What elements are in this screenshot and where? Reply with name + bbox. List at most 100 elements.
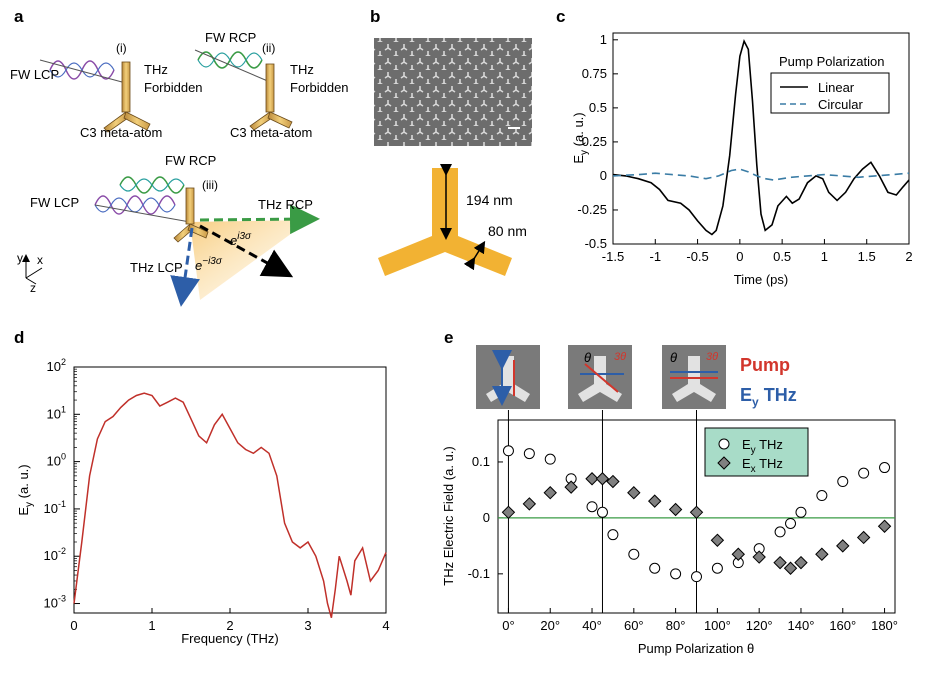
thz-lcp-arrow (170, 227, 200, 307)
legend-label-circular: Circular (818, 97, 863, 112)
plot-e-xtick-label: 0° (502, 618, 514, 633)
panel-letter-d: d (14, 328, 24, 347)
panel-e: e θ 3θ θ 3θ Pump Ey THz 0° 20° 40° 60° 80° 10… (441, 328, 898, 656)
plot-d-xtick-label: 2 (226, 618, 233, 633)
panel-letter-c: c (556, 7, 565, 26)
label-axis-z: z (30, 281, 36, 295)
plot-e-point-ey (774, 526, 786, 538)
plot-e-point-ex (773, 555, 787, 570)
plot-e-point-ey (628, 548, 640, 560)
plot-e-point-ex (543, 486, 557, 500)
plot-c-xtick-label: 1.5 (858, 249, 876, 264)
label-thz-rcp: THz RCP (258, 197, 313, 212)
plot-e-point-ey (586, 501, 598, 513)
meta-atom-iii-icon (173, 187, 209, 243)
legend-marker-ey (718, 438, 730, 450)
plot-e-point-ey (544, 453, 556, 465)
label-forbidden-ii: Forbidden (290, 80, 349, 95)
panel-a: a FW LCP (i) THz Forbidden C3 meta-atom … (10, 7, 349, 307)
inset-rot-90: 3θ (706, 351, 718, 363)
label-phase-pos: ei3σ (230, 231, 252, 248)
plot-e-xtick-label: 120° (746, 618, 773, 633)
plot-c-ytick-label: -0.5 (585, 236, 607, 251)
panel-c: c -1.5 -1 -0.5 0 0.5 1 1.5 2 -0.5 -0.25 0 0.25 0.5 0.… (556, 7, 913, 287)
plot-d-series (73, 392, 387, 618)
inset-theta-90: θ (670, 350, 677, 365)
plot-e-point-ex (836, 539, 850, 553)
plot-d-ytick-label: 100 (47, 452, 66, 469)
plot-e-point-ex (585, 472, 599, 486)
plot-e-point-ex (783, 561, 798, 575)
plot-c-series-circular (612, 168, 910, 181)
label-tag-ii: (ii) (262, 41, 275, 55)
plot-c-xtick-label: 1 (821, 249, 828, 264)
label-fw-rcp-iii: FW RCP (165, 153, 216, 168)
legend-label-ex: Ex THz (742, 456, 783, 475)
plot-e-point-ex (877, 519, 892, 533)
plot-e-xtick-label: 40° (582, 618, 602, 633)
inset-0-icon (476, 345, 540, 409)
plot-e-xtick-label: 180° (871, 618, 898, 633)
label-dim-arm-width: 80 nm (488, 223, 527, 239)
plot-e-point-ex (689, 505, 704, 520)
plot-e-point-ey (596, 506, 608, 518)
plot-e-xtick-label: 160° (829, 618, 856, 633)
wave-pair-iii-icon (94, 176, 191, 223)
plot-d-ticks: 0 1 2 3 4 10-3 10-2 10-1 100 101 102 (44, 357, 390, 633)
plot-e-point-ey (502, 445, 514, 457)
plot-c-legend-title: Pump Polarization (779, 54, 885, 69)
label-meta-atom-i: C3 meta-atom (80, 125, 162, 140)
plot-c-ylabel: Ey (a. u.) (571, 112, 590, 163)
label-fw-lcp-iii: FW LCP (30, 195, 79, 210)
plot-c-ytick-label: -0.25 (577, 202, 607, 217)
plot-c-xtick-label: 2 (905, 249, 912, 264)
panel-letter-e: e (444, 328, 453, 347)
sem-image (374, 38, 532, 146)
plot-e-ticks: 0° 20° 40° 60° 80° 100° 120° 140° 160° 180° -0.1 0 0… (468, 454, 898, 633)
plot-c-xtick-label: -1 (650, 249, 662, 264)
plot-e-point-ex (595, 472, 610, 486)
axes-glyph-icon (22, 254, 43, 285)
inset-45-icon (568, 345, 632, 409)
plot-e-point-ey (816, 490, 828, 502)
plot-c-ytick-label: 0.75 (582, 66, 607, 81)
thz-forward-arrow (199, 224, 294, 278)
legend-label-ey: Ey THz (742, 437, 783, 456)
plot-c-frame (612, 32, 910, 245)
plot-c-series-linear (612, 39, 910, 236)
plot-e-point-ey (858, 467, 870, 479)
label-pump: Pump (740, 355, 790, 375)
plot-d-xtick-label: 1 (148, 618, 155, 633)
plot-e-point-ex (752, 550, 766, 564)
inset-90-icon (662, 345, 726, 409)
plot-d-xtick-label: 4 (382, 618, 389, 633)
plot-e-point-ey (691, 571, 702, 583)
plot-e-point-ex (794, 555, 808, 570)
label-thz-ii: THz (290, 62, 314, 77)
plot-d-ytick-label: 10-2 (44, 546, 66, 563)
plot-c-xtick-label: 0.5 (773, 249, 791, 264)
plot-c-series (612, 39, 910, 236)
panel-b: b 194 nm 80 nm (370, 7, 532, 276)
plot-e-ytick-label: 0 (483, 510, 490, 525)
inset-theta-45: θ (584, 350, 591, 365)
plot-c-ytick-label: 1 (600, 32, 607, 47)
legend-label-linear: Linear (818, 80, 855, 95)
plot-e-point-ey (649, 562, 661, 574)
plot-d-xtick-label: 0 (70, 618, 77, 633)
plot-c-ytick-label: 0.25 (582, 134, 607, 149)
label-thz-i: THz (144, 62, 168, 77)
label-axis-y: y (17, 251, 23, 265)
plot-e-point-ex (522, 497, 537, 511)
wave-rcp-ii-icon (194, 49, 271, 83)
plot-e-xtick-label: 20° (540, 618, 560, 633)
label-phase-neg: e−i3σ (195, 256, 223, 273)
label-ey-thz: Ey THz (740, 385, 797, 409)
plot-c-ticks: -1.5 -1 -0.5 0 0.5 1 1.5 2 -0.5 -0.25 0 0.25 0.5 0.75… (577, 32, 912, 264)
label-tag-iii: (iii) (202, 178, 218, 192)
label-dim-arm-length: 194 nm (466, 192, 513, 208)
thz-cone-icon (190, 220, 310, 300)
plot-d-series-spectrum (73, 392, 387, 618)
plot-e-ylabel: THz Electric Field (a. u.) (441, 446, 456, 585)
meta-atom-ii-icon (249, 63, 293, 131)
